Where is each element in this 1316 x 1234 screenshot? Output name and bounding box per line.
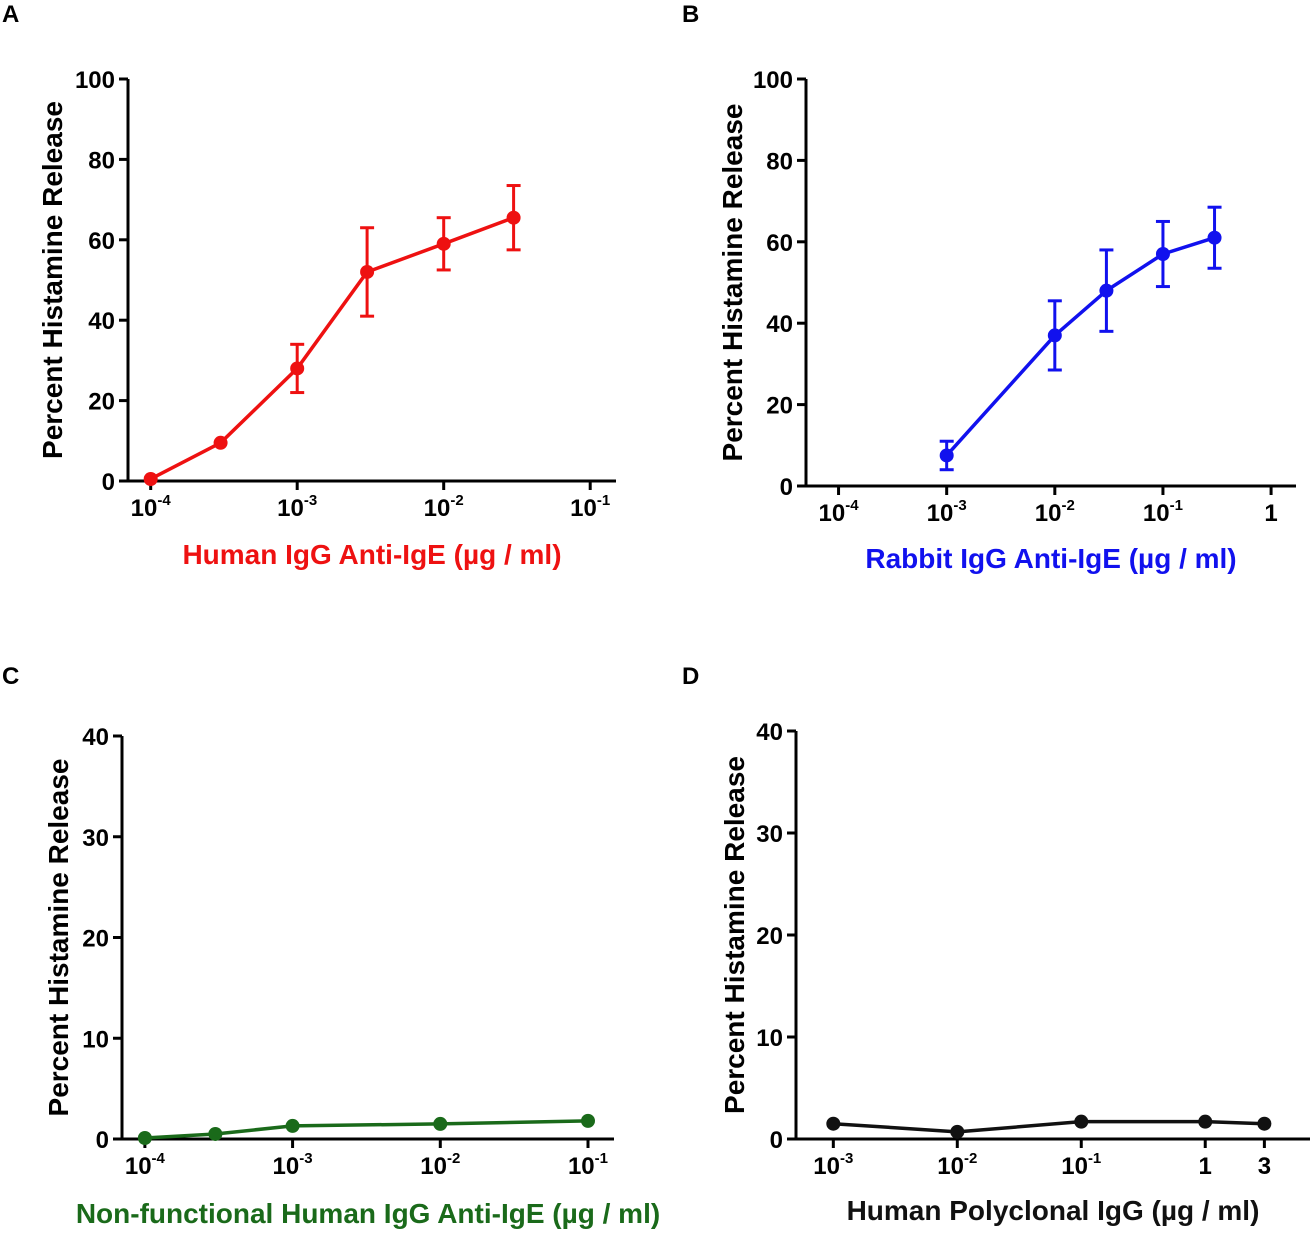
y-tick-label: 30 xyxy=(756,821,783,848)
data-point xyxy=(208,1126,223,1141)
x-tick-label: 10-2 xyxy=(420,1150,460,1180)
y-axis-title: Percent Histamine Release xyxy=(43,759,74,1117)
x-tick-exponent: -3 xyxy=(304,492,317,509)
panel-d: D 0 10 20 30 40 10-3 10-2 10-1 1 3 Human Polyclonal… xyxy=(682,663,1310,1226)
data-point xyxy=(436,236,451,251)
data-point xyxy=(1047,328,1062,343)
y-tick-label: 60 xyxy=(766,230,793,257)
data-point xyxy=(1099,283,1114,298)
x-tick-label: 10-4 xyxy=(819,497,860,527)
x-tick-label: 10-4 xyxy=(125,1150,166,1180)
y-tick-label: 60 xyxy=(88,228,115,255)
data-point xyxy=(506,210,521,225)
x-tick-label: 10-2 xyxy=(1035,497,1075,527)
data-point xyxy=(360,264,375,279)
x-tick-exponent: -2 xyxy=(447,1150,460,1167)
y-tick-label: 40 xyxy=(766,311,793,338)
series xyxy=(939,205,1222,472)
x-tick-label: 3 xyxy=(1258,1153,1271,1180)
x-tick-exponent: -4 xyxy=(845,497,859,514)
x-tick-exponent: -1 xyxy=(597,492,610,509)
series-line xyxy=(149,216,515,481)
data-point xyxy=(143,471,158,486)
y-tick-label: 20 xyxy=(766,393,793,420)
panel-letter: B xyxy=(682,1,699,28)
x-tick-exponent: -2 xyxy=(964,1150,977,1167)
series-line xyxy=(945,236,1216,457)
series xyxy=(137,1113,595,1145)
y-axis-title: Percent Histamine Release xyxy=(719,756,750,1114)
y-tick-label: 20 xyxy=(82,926,109,953)
y-tick-label: 100 xyxy=(753,67,793,94)
panel-c: C 0 10 20 30 40 10-4 10-3 10-2 10-1 Non-functional… xyxy=(2,663,660,1229)
x-tick-label: 1 xyxy=(1199,1153,1212,1180)
panel-letter: C xyxy=(2,663,19,690)
data-point xyxy=(1155,247,1170,262)
x-tick-label: 10-3 xyxy=(927,497,967,527)
x-tick-label: 10-1 xyxy=(1061,1150,1101,1180)
x-tick-exponent: -1 xyxy=(1088,1150,1101,1167)
x-tick-label: 10-3 xyxy=(277,492,317,522)
x-tick-exponent: -3 xyxy=(299,1150,312,1167)
data-point xyxy=(580,1113,595,1128)
y-tick-label: 80 xyxy=(766,148,793,175)
x-axis-title: Rabbit IgG Anti-IgE (µg / ml) xyxy=(865,543,1236,574)
data-point xyxy=(433,1116,448,1131)
y-tick-label: 0 xyxy=(780,474,793,501)
panel-letter: D xyxy=(682,663,699,690)
y-tick-label: 20 xyxy=(756,923,783,950)
panel-letter: A xyxy=(2,1,19,28)
y-axis-title: Percent Histamine Release xyxy=(37,101,68,459)
x-tick-label: 10-3 xyxy=(273,1150,313,1180)
data-point xyxy=(826,1116,841,1131)
series xyxy=(143,184,521,486)
x-tick-label: 10-1 xyxy=(568,1150,608,1180)
x-tick-exponent: -3 xyxy=(840,1150,853,1167)
y-tick-label: 30 xyxy=(82,825,109,852)
y-tick-label: 0 xyxy=(102,469,115,496)
x-tick-label: 1 xyxy=(1264,500,1277,527)
y-tick-label: 0 xyxy=(96,1127,109,1154)
panel-b: B 0 20 40 60 80 100 10-4 10-3 10-2 10-1 1 Rabbit IgG… xyxy=(682,1,1296,574)
x-axis-title: Human Polyclonal IgG (µg / ml) xyxy=(847,1195,1260,1226)
x-axis-title: Non-functional Human IgG Anti-IgE (µg / … xyxy=(76,1198,660,1229)
x-tick-exponent: -2 xyxy=(450,492,463,509)
data-point xyxy=(1207,230,1222,245)
x-tick-label: 10-1 xyxy=(570,492,610,522)
y-tick-label: 10 xyxy=(756,1025,783,1052)
x-axis-title: Human IgG Anti-IgE (µg / ml) xyxy=(182,539,561,570)
data-point xyxy=(137,1130,152,1145)
data-point xyxy=(950,1124,965,1139)
y-tick-label: 80 xyxy=(88,147,115,174)
x-tick-label: 10-3 xyxy=(813,1150,853,1180)
y-axis-title: Percent Histamine Release xyxy=(717,104,748,462)
data-point xyxy=(285,1118,300,1133)
x-tick-exponent: -4 xyxy=(157,492,171,509)
x-tick-label: 10-1 xyxy=(1143,497,1183,527)
data-point xyxy=(939,448,954,463)
x-tick-exponent: -3 xyxy=(953,497,966,514)
panel-a: A 0 20 40 60 80 100 10-4 10-3 10-2 10-1 Human IgG A… xyxy=(2,1,616,570)
x-tick-label: 10-2 xyxy=(424,492,464,522)
data-point xyxy=(1257,1116,1272,1131)
data-point xyxy=(290,361,305,376)
data-point xyxy=(1074,1114,1089,1129)
x-tick-label: 10-2 xyxy=(937,1150,977,1180)
x-tick-exponent: -2 xyxy=(1061,497,1074,514)
y-tick-label: 20 xyxy=(88,389,115,416)
series xyxy=(826,1114,1272,1139)
y-tick-label: 40 xyxy=(756,719,783,746)
y-tick-label: 40 xyxy=(88,308,115,335)
data-point xyxy=(1198,1114,1213,1129)
data-point xyxy=(213,435,228,450)
y-tick-label: 40 xyxy=(82,724,109,751)
y-tick-label: 0 xyxy=(770,1127,783,1154)
y-tick-label: 100 xyxy=(75,67,115,94)
y-tick-label: 10 xyxy=(82,1026,109,1053)
x-tick-exponent: -4 xyxy=(152,1150,166,1167)
x-tick-exponent: -1 xyxy=(1170,497,1183,514)
x-tick-label: 10-4 xyxy=(131,492,172,522)
x-tick-exponent: -1 xyxy=(595,1150,608,1167)
